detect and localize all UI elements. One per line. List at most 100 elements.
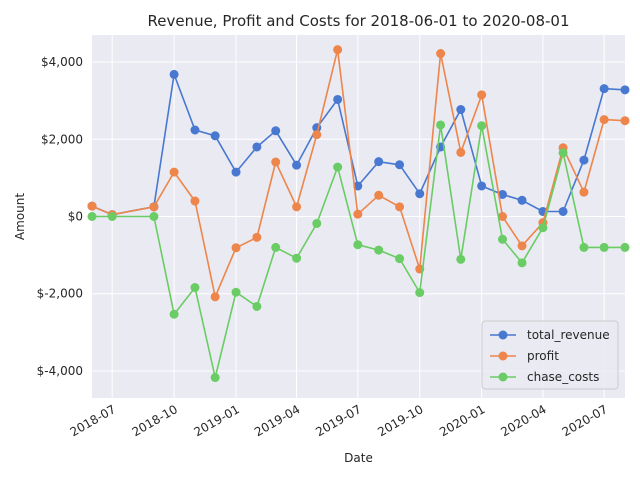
data-point bbox=[374, 157, 384, 167]
x-tick-label: 2018-07 bbox=[68, 402, 118, 439]
data-point bbox=[353, 240, 363, 250]
data-point bbox=[415, 288, 425, 298]
data-point bbox=[456, 147, 466, 157]
data-point bbox=[456, 105, 466, 115]
x-tick-label: 2019-07 bbox=[313, 402, 363, 439]
x-tick-label: 2019-04 bbox=[252, 402, 302, 439]
data-point bbox=[231, 243, 241, 253]
data-point bbox=[477, 121, 487, 131]
data-point bbox=[210, 373, 220, 383]
data-point bbox=[395, 254, 405, 264]
series-profit bbox=[87, 45, 630, 302]
y-tick-label: $2,000 bbox=[41, 132, 83, 146]
data-point bbox=[87, 201, 97, 211]
data-point bbox=[353, 209, 363, 219]
data-point bbox=[252, 232, 262, 242]
legend-label: chase_costs bbox=[527, 370, 599, 384]
series-chase_costs bbox=[87, 120, 630, 383]
data-point bbox=[620, 116, 630, 126]
chart-title: Revenue, Profit and Costs for 2018-06-01… bbox=[147, 12, 569, 30]
data-point bbox=[374, 190, 384, 200]
data-point bbox=[374, 245, 384, 255]
data-point bbox=[415, 189, 425, 199]
data-point bbox=[517, 195, 527, 205]
legend-item: profit bbox=[490, 349, 559, 363]
data-point bbox=[87, 212, 97, 221]
y-tick-label: $-2,000 bbox=[37, 287, 83, 301]
series-layer bbox=[87, 45, 630, 383]
data-point bbox=[456, 254, 466, 264]
data-point bbox=[231, 167, 241, 177]
data-point bbox=[252, 142, 262, 152]
data-point bbox=[292, 253, 302, 263]
x-tick-label: 2020-01 bbox=[437, 402, 487, 439]
data-point bbox=[333, 94, 343, 104]
y-tick-label: $0 bbox=[68, 210, 83, 224]
legend-label: profit bbox=[527, 349, 559, 363]
legend-marker bbox=[498, 372, 508, 382]
data-point bbox=[292, 160, 302, 170]
data-point bbox=[169, 69, 179, 79]
y-tick-labels: $-4,000 $-2,000 $0 $2,000 $4,000 bbox=[37, 55, 83, 378]
data-point bbox=[169, 167, 179, 177]
data-point bbox=[190, 283, 200, 293]
data-point bbox=[599, 242, 609, 252]
x-tick-label: 2020-04 bbox=[498, 402, 548, 439]
data-point bbox=[599, 84, 609, 94]
data-point bbox=[436, 49, 446, 59]
legend-label: total_revenue bbox=[527, 328, 610, 342]
data-point bbox=[333, 45, 343, 55]
data-point bbox=[477, 90, 487, 100]
data-point bbox=[538, 223, 548, 233]
data-point bbox=[498, 212, 508, 221]
data-point bbox=[498, 234, 508, 244]
x-tick-label: 2019-01 bbox=[191, 402, 241, 439]
data-point bbox=[271, 242, 281, 252]
data-point bbox=[252, 301, 262, 311]
data-point bbox=[620, 85, 630, 95]
y-tick-label: $4,000 bbox=[41, 55, 83, 69]
data-point bbox=[271, 157, 281, 167]
y-tick-label: $-4,000 bbox=[37, 364, 83, 378]
data-point bbox=[169, 309, 179, 319]
data-point bbox=[498, 189, 508, 199]
x-axis-label: Date bbox=[344, 451, 373, 465]
data-point bbox=[271, 126, 281, 136]
data-point bbox=[210, 131, 220, 141]
x-tick-label: 2020-07 bbox=[560, 402, 610, 439]
data-point bbox=[149, 202, 159, 212]
data-point bbox=[312, 218, 322, 228]
data-point bbox=[292, 202, 302, 212]
data-point bbox=[395, 202, 405, 212]
data-point bbox=[333, 162, 343, 172]
data-point bbox=[579, 155, 589, 165]
data-point bbox=[107, 212, 117, 221]
x-tick-label: 2018-10 bbox=[130, 402, 180, 439]
x-tick-label: 2019-10 bbox=[375, 402, 425, 439]
legend-box bbox=[481, 320, 619, 390]
data-point bbox=[312, 130, 322, 140]
data-point bbox=[477, 181, 487, 191]
data-point bbox=[231, 287, 241, 297]
data-point bbox=[190, 125, 200, 135]
series-line bbox=[92, 124, 625, 379]
data-point bbox=[149, 212, 159, 221]
data-point bbox=[517, 258, 527, 268]
data-point bbox=[558, 148, 568, 158]
data-point bbox=[210, 292, 220, 302]
data-point bbox=[436, 120, 446, 130]
legend-marker bbox=[498, 330, 508, 340]
legend-item: chase_costs bbox=[490, 370, 599, 384]
data-point bbox=[353, 181, 363, 191]
data-point bbox=[620, 242, 630, 252]
data-point bbox=[599, 115, 609, 125]
x-tick-labels: 2018-07 2018-10 2019-01 2019-04 2019-07 2019-… bbox=[68, 402, 610, 439]
data-point bbox=[579, 187, 589, 197]
data-point bbox=[579, 242, 589, 252]
data-point bbox=[395, 160, 405, 170]
data-point bbox=[558, 206, 568, 216]
data-point bbox=[190, 196, 200, 206]
legend-marker bbox=[498, 351, 508, 361]
